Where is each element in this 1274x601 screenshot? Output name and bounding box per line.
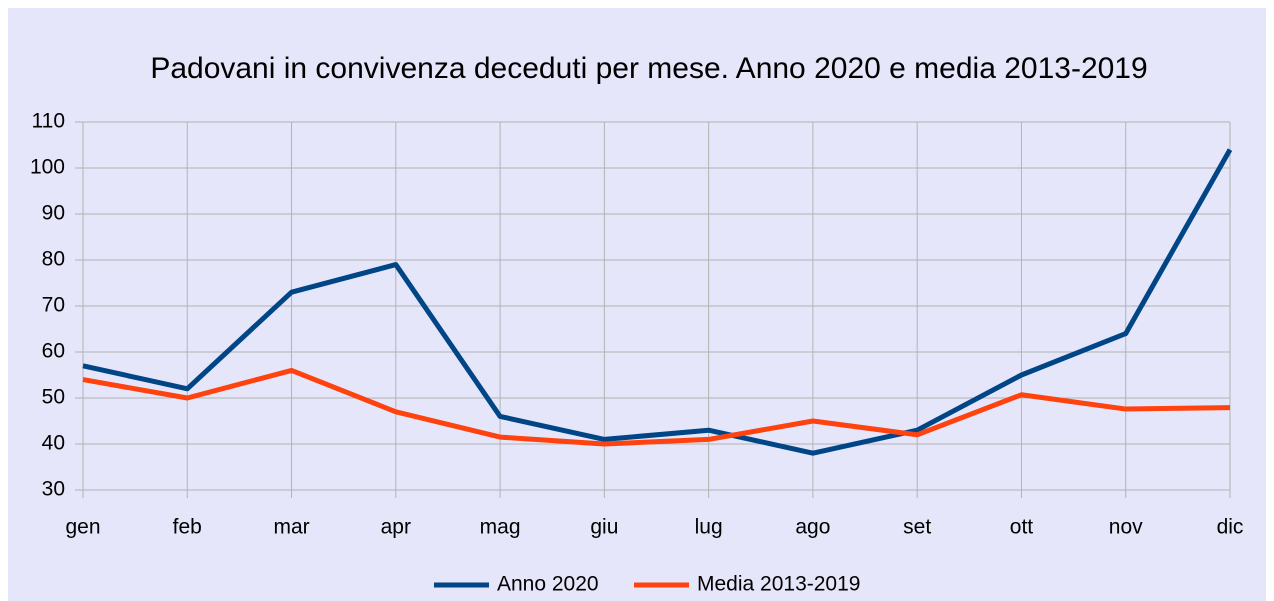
x-tick-label: ott [1010, 516, 1034, 539]
y-tick-label: 80 [42, 248, 65, 271]
y-tick-label: 70 [42, 294, 65, 317]
chart-title: Padovani in convivenza deceduti per mese… [150, 52, 1147, 85]
legend-label: Anno 2020 [497, 573, 599, 596]
series-line [82, 367, 1231, 447]
x-tick-label: nov [1109, 516, 1143, 539]
chart-background [8, 8, 1266, 601]
x-tick-label: giu [590, 516, 618, 539]
series-line [82, 148, 1233, 456]
y-tick-label: 110 [32, 110, 65, 133]
y-tick-label: 50 [42, 386, 65, 409]
x-tick-label: set [903, 516, 931, 539]
x-tick-label: mar [273, 516, 309, 539]
y-tick-label: 100 [30, 156, 65, 179]
x-tick-label: mag [480, 516, 521, 539]
y-tick-label: 40 [42, 432, 65, 455]
x-tick-label: dic [1217, 516, 1244, 539]
x-tick-label: apr [381, 516, 411, 539]
x-tick-label: gen [65, 516, 100, 539]
y-tick-label: 60 [42, 340, 65, 363]
y-tick-label: 30 [42, 478, 65, 501]
x-tick-label: feb [173, 516, 202, 539]
x-tick-label: lug [695, 516, 723, 539]
legend-label: Media 2013-2019 [697, 573, 860, 596]
x-tick-label: ago [795, 516, 830, 539]
y-tick-label: 90 [42, 202, 65, 225]
